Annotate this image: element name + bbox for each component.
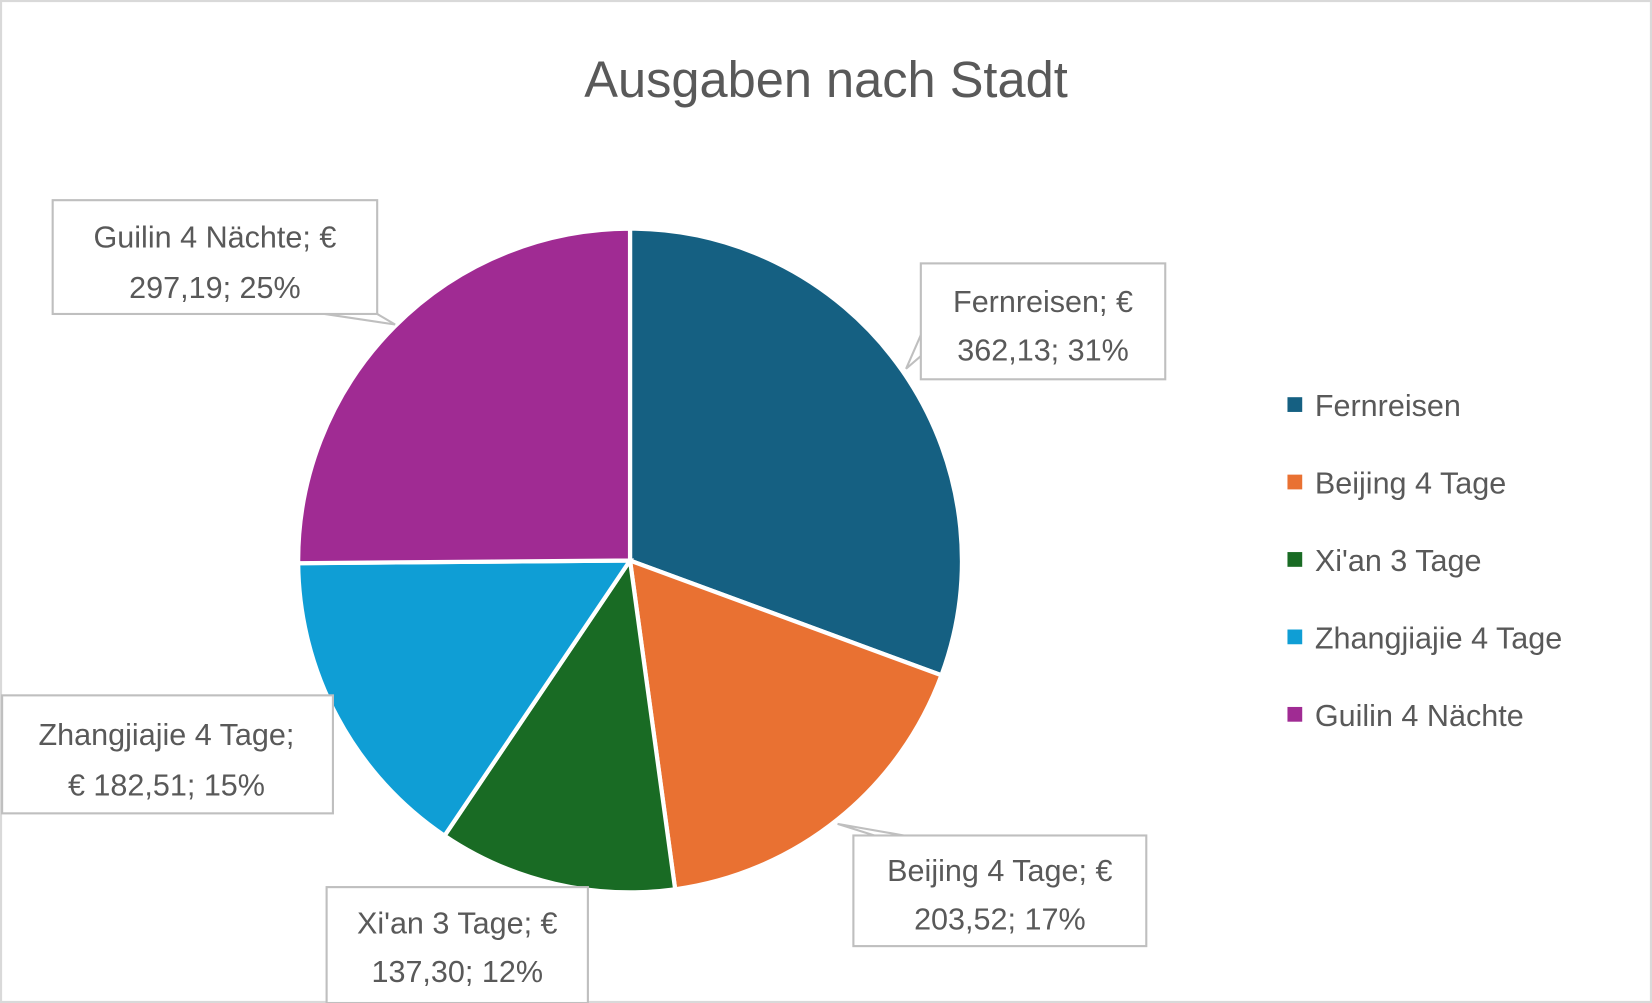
legend-item-fernreisen[interactable]: Fernreisen bbox=[1287, 389, 1461, 423]
leader-line bbox=[837, 822, 905, 837]
label-box bbox=[852, 834, 1148, 948]
legend-label: Fernreisen bbox=[1315, 389, 1461, 423]
label-box bbox=[919, 262, 1167, 381]
legend-item-xi-an-3-tage[interactable]: Xi'an 3 Tage bbox=[1287, 544, 1481, 578]
data-label-xi-an-3-tage: Xi'an 3 Tage; € 137,30; 12% bbox=[325, 886, 589, 1003]
label-box bbox=[325, 886, 589, 1003]
data-label-zhangjiajie-4-tage: Zhangjiajie 4 Tage; € 182,51; 15% bbox=[1, 694, 334, 815]
label-text: 203,52; 17% bbox=[914, 902, 1086, 936]
legend-item-zhangjiajie-4-tage[interactable]: Zhangjiajie 4 Tage bbox=[1287, 621, 1562, 655]
data-labels: Fernreisen; € 362,13; 31% Beijing 4 Tage; … bbox=[1, 199, 1167, 1003]
legend: Fernreisen Beijing 4 Tage Xi'an 3 Tage Zhan… bbox=[1287, 389, 1562, 733]
pie-slice-fernreisen[interactable] bbox=[627, 226, 965, 678]
label-box bbox=[51, 199, 379, 316]
label-text: 297,19; 25% bbox=[129, 271, 301, 305]
pie-slice-zhangjiajie-4-tage[interactable] bbox=[296, 558, 635, 839]
legend-swatch bbox=[1287, 397, 1303, 412]
leader-line bbox=[324, 312, 396, 326]
pie-slice-beijing-4-tage[interactable] bbox=[627, 557, 945, 892]
label-text: 362,13; 31% bbox=[957, 333, 1129, 367]
legend-swatch bbox=[1287, 474, 1303, 490]
legend-item-beijing-4-tage[interactable]: Beijing 4 Tage bbox=[1287, 467, 1506, 501]
label-text: Guilin 4 Nächte; € bbox=[94, 221, 337, 255]
label-box bbox=[1, 694, 334, 815]
pie-slice-guilin-4-n-chte[interactable] bbox=[296, 226, 633, 566]
legend-label: Xi'an 3 Tage bbox=[1315, 544, 1482, 578]
chart-title: Ausgaben nach Stadt bbox=[584, 51, 1068, 108]
data-label-beijing-4-tage: Beijing 4 Tage; € 203,52; 17% bbox=[837, 822, 1148, 948]
label-text: Xi'an 3 Tage; € bbox=[357, 906, 558, 940]
label-text: Beijing 4 Tage; € bbox=[887, 854, 1112, 888]
legend-label: Guilin 4 Nächte bbox=[1315, 699, 1524, 733]
legend-swatch bbox=[1287, 706, 1303, 722]
legend-label: Zhangjiajie 4 Tage bbox=[1315, 621, 1562, 655]
label-text: Zhangjiajie 4 Tage; bbox=[39, 718, 295, 752]
data-label-fernreisen: Fernreisen; € 362,13; 31% bbox=[905, 262, 1167, 381]
label-text: € 182,51; 15% bbox=[68, 768, 265, 802]
label-text: Fernreisen; € bbox=[953, 285, 1133, 319]
pie-slices bbox=[296, 226, 965, 895]
legend-label: Beijing 4 Tage bbox=[1315, 467, 1506, 501]
legend-swatch bbox=[1287, 629, 1303, 645]
legend-item-guilin-4-n-chte[interactable]: Guilin 4 Nächte bbox=[1287, 699, 1524, 733]
legend-swatch bbox=[1287, 552, 1303, 567]
leader-line bbox=[905, 334, 922, 370]
label-text: 137,30; 12% bbox=[371, 955, 543, 989]
data-label-guilin-4-n-chte: Guilin 4 Nächte; € 297,19; 25% bbox=[51, 199, 396, 326]
pie-slice-xi-an-3-tage[interactable] bbox=[441, 554, 678, 895]
